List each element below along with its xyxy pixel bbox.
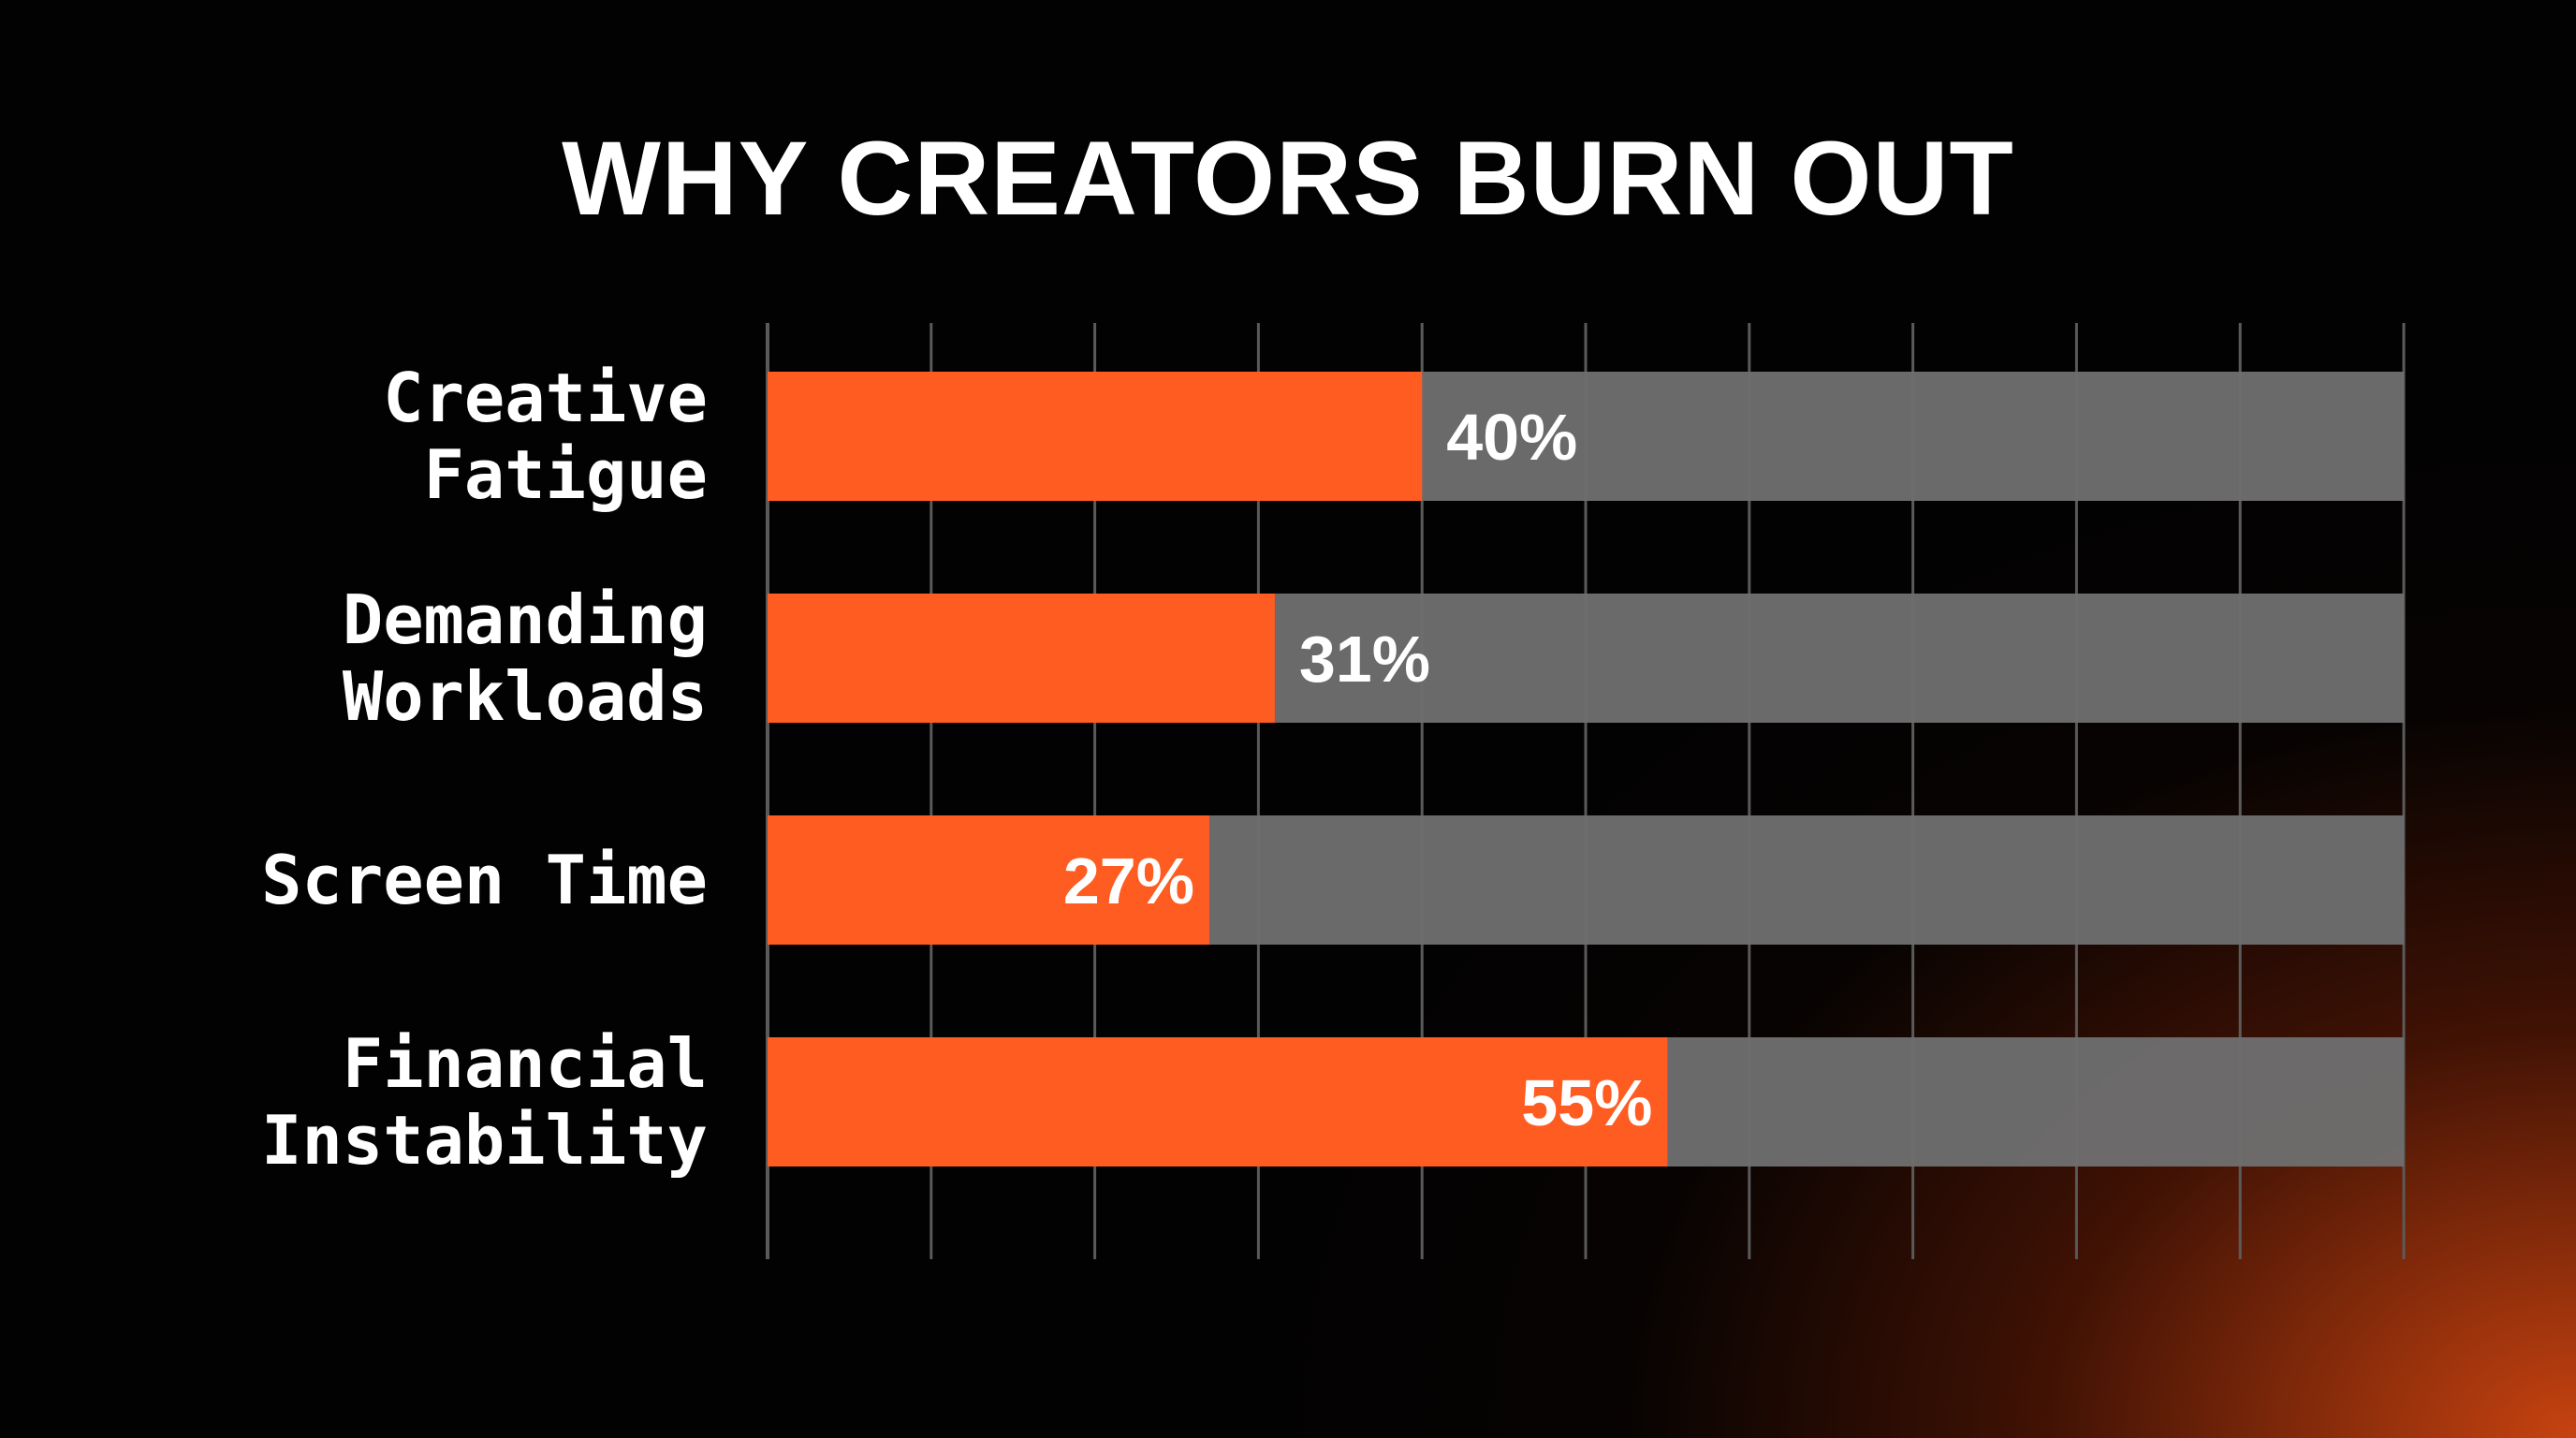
category-label: Fatigue (424, 435, 708, 514)
data-label: 40% (1446, 401, 1577, 474)
category-label: Instability (261, 1101, 708, 1180)
data-label: 27% (1063, 844, 1194, 917)
bar (768, 1037, 1668, 1167)
data-label: 31% (1299, 623, 1430, 696)
bar (768, 372, 1423, 501)
category-label: Demanding (343, 580, 708, 659)
bar (768, 815, 1209, 945)
category-label: Creative (383, 359, 708, 437)
data-label: 55% (1521, 1066, 1652, 1139)
chart-title: WHY CREATORS BURN OUT (562, 120, 2014, 237)
bars: 40% 31% 27% 55% (768, 372, 2404, 1167)
category-label: Financial (343, 1024, 708, 1103)
bar (768, 594, 1275, 723)
category-label: Screen Time (261, 841, 708, 919)
category-label: Workloads (343, 657, 708, 736)
